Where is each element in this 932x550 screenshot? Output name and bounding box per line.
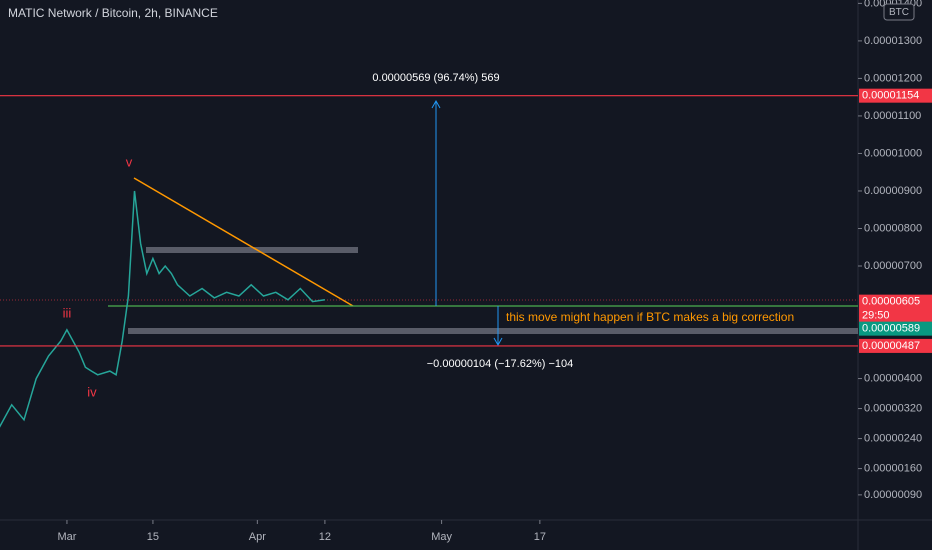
down-arrow-head bbox=[493, 337, 503, 347]
price-line bbox=[0, 190, 326, 428]
x-tick-label: May bbox=[431, 531, 452, 543]
currency-badge[interactable] bbox=[883, 3, 915, 21]
wave-label: iii bbox=[63, 305, 72, 320]
y-tick-label: 0.00000900 bbox=[864, 185, 922, 197]
y-tick-label: 0.00000090 bbox=[864, 489, 922, 501]
measure-label: −0.00000104 (−17.62%) −104 bbox=[427, 358, 574, 370]
y-tick-label: 0.00001200 bbox=[864, 72, 922, 84]
y-tick-label: 0.00000160 bbox=[864, 463, 922, 475]
measure-label: 0.00000569 (96.74%) 569 bbox=[372, 72, 499, 84]
price-tag-label: 0.00000589 bbox=[862, 323, 920, 335]
y-tick-label: 0.00000800 bbox=[864, 222, 922, 234]
y-tick-label: 0.00001000 bbox=[864, 147, 922, 159]
price-tag-label: 0.00000487 bbox=[862, 340, 920, 352]
countdown: 29:50 bbox=[862, 310, 890, 322]
up-arrow-head bbox=[431, 99, 441, 109]
wave-label: iv bbox=[87, 384, 97, 399]
x-tick-label: 12 bbox=[319, 531, 331, 543]
x-tick-label: Apr bbox=[249, 531, 266, 543]
currency-label: BTC bbox=[889, 7, 909, 18]
support-box bbox=[128, 328, 858, 334]
wave-label: v bbox=[126, 154, 133, 169]
price-tag-label: 0.00000605 bbox=[862, 296, 920, 308]
x-tick-label: 15 bbox=[147, 531, 159, 543]
trend-line bbox=[133, 177, 354, 307]
note: this move might happen if BTC makes a bi… bbox=[506, 310, 794, 324]
y-tick-label: 0.00000700 bbox=[864, 260, 922, 272]
resistance-box bbox=[146, 247, 358, 253]
price-tag bbox=[859, 321, 932, 336]
y-tick-label: 0.00001100 bbox=[864, 110, 921, 122]
price-tag bbox=[859, 294, 932, 323]
y-tick-label: 0.00000320 bbox=[864, 402, 922, 414]
price-tag-label: 0.00001154 bbox=[862, 90, 919, 102]
x-tick-label: 17 bbox=[534, 531, 546, 543]
y-tick-label: 0.00000400 bbox=[864, 372, 922, 384]
price-tag bbox=[859, 88, 932, 103]
y-tick-label: 0.00001300 bbox=[864, 35, 922, 47]
price-tag bbox=[859, 338, 932, 353]
y-tick-label: 0.00000240 bbox=[864, 432, 922, 444]
chart-title: MATIC Network / Bitcoin, 2h, BINANCE bbox=[8, 6, 218, 20]
x-tick-label: Mar bbox=[57, 531, 76, 543]
